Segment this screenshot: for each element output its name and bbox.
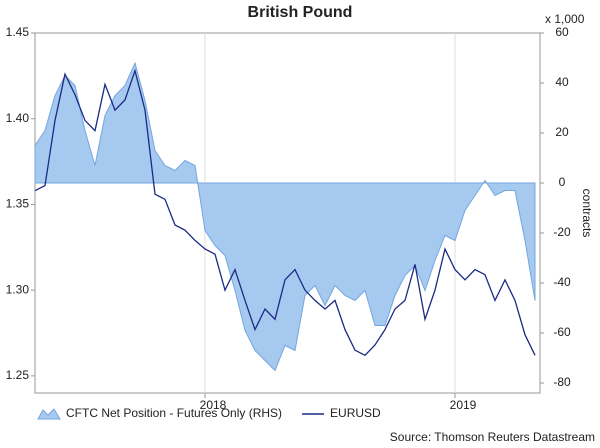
y2-tick-label: 0: [559, 175, 566, 189]
legend-swatch: [37, 408, 61, 420]
y2-tick-label: 60: [555, 25, 569, 39]
x-tick-label: 2019: [450, 398, 477, 412]
y2-tick-label: 40: [555, 75, 569, 89]
y-tick-label: 1.35: [6, 197, 30, 211]
y2-tick-label: -80: [553, 375, 571, 389]
legend-label: CFTC Net Position - Futures Only (RHS): [66, 406, 282, 420]
x-tick-label: 2018: [200, 398, 227, 412]
y2-unit: x 1,000: [545, 12, 585, 26]
y-tick-label: 1.30: [6, 282, 30, 296]
y2-tick-label: 20: [555, 125, 569, 139]
y-tick-label: 1.25: [6, 368, 30, 382]
line: [34, 68, 536, 357]
y2-tick-label: -20: [553, 225, 571, 239]
y2-tick-label: -40: [553, 275, 571, 289]
y-tick-label: 1.45: [6, 25, 30, 39]
area: [34, 61, 536, 372]
legend-label: EURUSD: [330, 406, 381, 420]
source-note: Source: Thomson Reuters Datastream: [390, 430, 595, 444]
y2-axis-label: contracts: [580, 189, 594, 238]
y2-tick-label: -60: [553, 325, 571, 339]
chart-title: British Pound: [248, 4, 353, 21]
y-tick-label: 1.40: [6, 111, 30, 125]
